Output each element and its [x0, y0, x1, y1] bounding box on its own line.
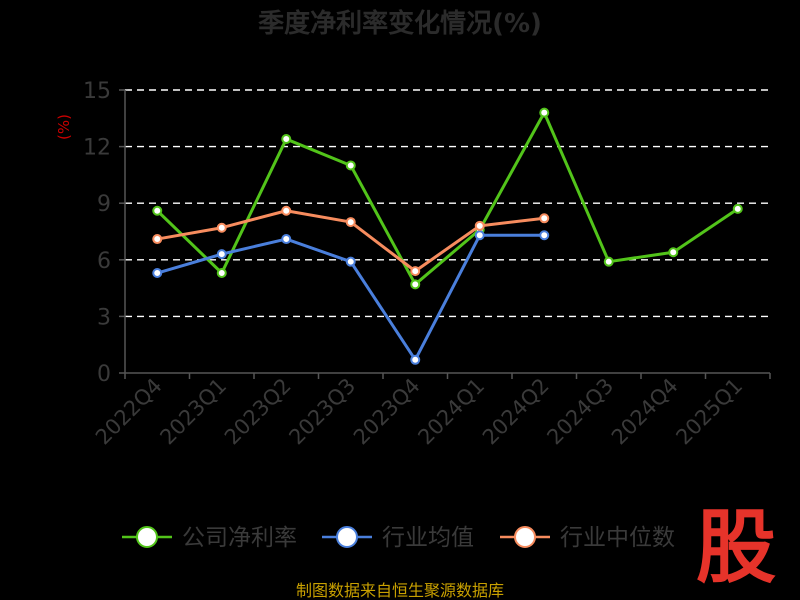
- legend-item[interactable]: 行业中位数: [500, 525, 675, 551]
- legend-marker: [514, 526, 536, 548]
- data-point[interactable]: [281, 234, 292, 245]
- x-tick-label: 2023Q1: [155, 374, 231, 450]
- data-point[interactable]: [152, 234, 163, 245]
- chart-title: 季度净利率变化情况(%): [258, 8, 542, 39]
- data-point[interactable]: [216, 249, 227, 260]
- x-tick-label: 2024Q4: [607, 374, 683, 450]
- data-point[interactable]: [474, 230, 485, 241]
- data-point[interactable]: [539, 213, 550, 224]
- data-point[interactable]: [410, 279, 421, 290]
- x-tick-label: 2024Q2: [478, 374, 554, 450]
- x-tick-label: 2023Q4: [349, 374, 425, 450]
- data-point[interactable]: [539, 107, 550, 118]
- y-tick-label: 9: [97, 192, 111, 217]
- series-line: [156, 111, 739, 286]
- legend-label: 公司净利率: [182, 525, 297, 551]
- data-point[interactable]: [345, 256, 356, 267]
- grid-lines: [125, 89, 770, 318]
- data-point[interactable]: [281, 205, 292, 216]
- data-point[interactable]: [603, 256, 614, 267]
- data-point[interactable]: [732, 203, 743, 214]
- data-point[interactable]: [474, 220, 485, 231]
- data-point[interactable]: [281, 134, 292, 145]
- brand-logo: 股: [696, 501, 776, 594]
- data-point[interactable]: [152, 205, 163, 216]
- y-tick-label: 0: [97, 362, 111, 387]
- y-axis-label: (%): [55, 114, 73, 140]
- legend-label: 行业均值: [382, 525, 474, 551]
- y-tick-label: 15: [83, 79, 111, 104]
- series-1: [152, 230, 550, 365]
- data-point[interactable]: [345, 160, 356, 171]
- data-point[interactable]: [668, 247, 679, 258]
- data-point[interactable]: [345, 217, 356, 228]
- legend-marker: [136, 526, 158, 548]
- legend-label: 行业中位数: [560, 525, 675, 551]
- legend-marker: [336, 526, 358, 548]
- x-tick-label: 2024Q1: [413, 374, 489, 450]
- data-point[interactable]: [410, 266, 421, 277]
- y-tick-label: 6: [97, 249, 111, 274]
- x-tick-label: 2023Q3: [284, 374, 360, 450]
- data-point[interactable]: [410, 354, 421, 365]
- data-point[interactable]: [216, 222, 227, 233]
- y-tick-label: 12: [83, 136, 111, 161]
- data-point[interactable]: [539, 230, 550, 241]
- y-tick-label: 3: [97, 305, 111, 330]
- x-tick-label: 2024Q3: [542, 374, 618, 450]
- legend-item[interactable]: 行业均值: [322, 525, 474, 551]
- series-line: [156, 233, 545, 362]
- legend[interactable]: 公司净利率 行业均值 行业中位数: [122, 525, 675, 551]
- series-lines: [152, 107, 743, 365]
- data-point[interactable]: [216, 268, 227, 279]
- footer-source: 制图数据来自恒生聚源数据库: [296, 581, 504, 600]
- x-tick-label: 2025Q1: [671, 374, 747, 450]
- data-point[interactable]: [152, 268, 163, 279]
- legend-item[interactable]: 公司净利率: [122, 525, 297, 551]
- x-tick-label: 2023Q2: [220, 374, 296, 450]
- series-2: [152, 205, 550, 277]
- series-0: [152, 107, 743, 290]
